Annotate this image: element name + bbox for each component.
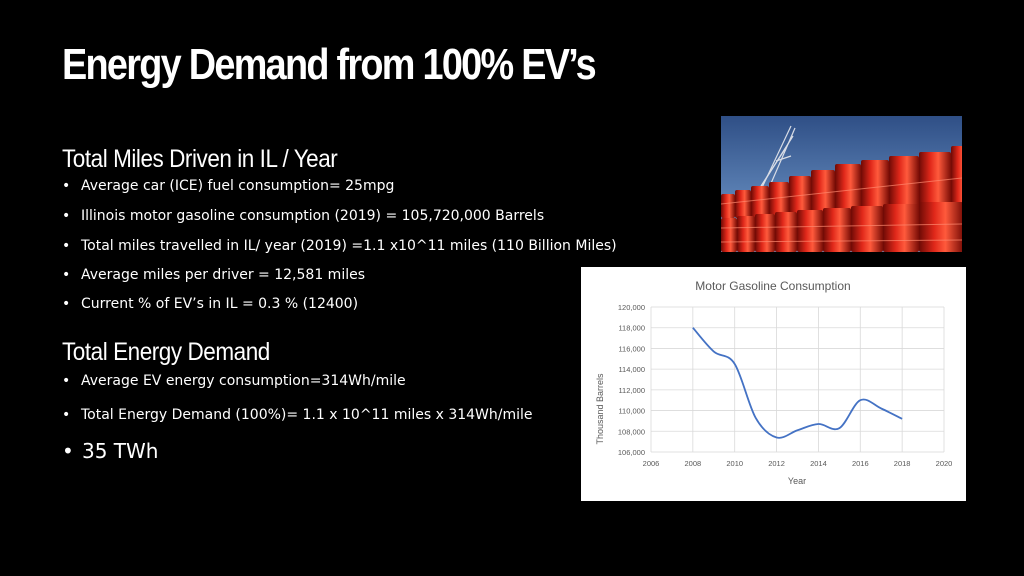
chart-title: Motor Gasoline Consumption bbox=[695, 279, 850, 293]
x-tick-label: 2012 bbox=[768, 459, 785, 468]
y-tick-label: 116,000 bbox=[618, 344, 645, 353]
y-tick-label: 108,000 bbox=[618, 427, 645, 436]
bullet-item: • Average EV energy consumption=314Wh/mil… bbox=[62, 373, 406, 389]
bullet-item: • Average car (ICE) fuel consumption= 25m… bbox=[62, 178, 395, 194]
series-line bbox=[692, 327, 903, 439]
y-tick-label: 114,000 bbox=[618, 365, 645, 374]
section-heading-miles: Total Miles Driven in IL / Year bbox=[62, 145, 338, 173]
oil-barrels-photo bbox=[721, 116, 962, 252]
y-tick-label: 106,000 bbox=[618, 448, 645, 457]
x-tick-label: 2008 bbox=[685, 459, 702, 468]
y-tick-label: 110,000 bbox=[618, 407, 645, 416]
x-tick-label: 2020 bbox=[936, 459, 953, 468]
gasoline-consumption-chart: Motor Gasoline Consumption Thousand Barr… bbox=[581, 267, 966, 501]
x-tick-label: 2018 bbox=[894, 459, 911, 468]
x-tick-label: 2014 bbox=[810, 459, 827, 468]
y-tick-label: 118,000 bbox=[618, 324, 645, 333]
section-heading-energy: Total Energy Demand bbox=[62, 338, 270, 366]
bullet-item: • Illinois motor gasoline consumption (20… bbox=[62, 208, 545, 224]
x-tick-label: 2010 bbox=[726, 459, 743, 468]
x-axis-label: Year bbox=[788, 476, 806, 486]
x-tick-label: 2006 bbox=[643, 459, 660, 468]
y-tick-label: 112,000 bbox=[618, 386, 645, 395]
bullet-item-result: • 35 TWh bbox=[62, 439, 159, 463]
x-tick-label: 2016 bbox=[852, 459, 869, 468]
bullet-item: • Current % of EV’s in IL = 0.3 % (12400) bbox=[62, 296, 359, 312]
y-axis-label: Thousand Barrels bbox=[595, 373, 605, 445]
slide-title: Energy Demand from 100% EV’s bbox=[62, 40, 597, 89]
bullet-item: • Average miles per driver = 12,581 miles bbox=[62, 267, 365, 283]
bullet-item: • Total miles travelled in IL/ year (2019… bbox=[62, 238, 617, 254]
y-tick-label: 120,000 bbox=[618, 303, 645, 312]
bullet-item: • Total Energy Demand (100%)= 1.1 x 10^11… bbox=[62, 407, 533, 423]
line-chart: Motor Gasoline Consumption Thousand Barr… bbox=[595, 279, 953, 486]
